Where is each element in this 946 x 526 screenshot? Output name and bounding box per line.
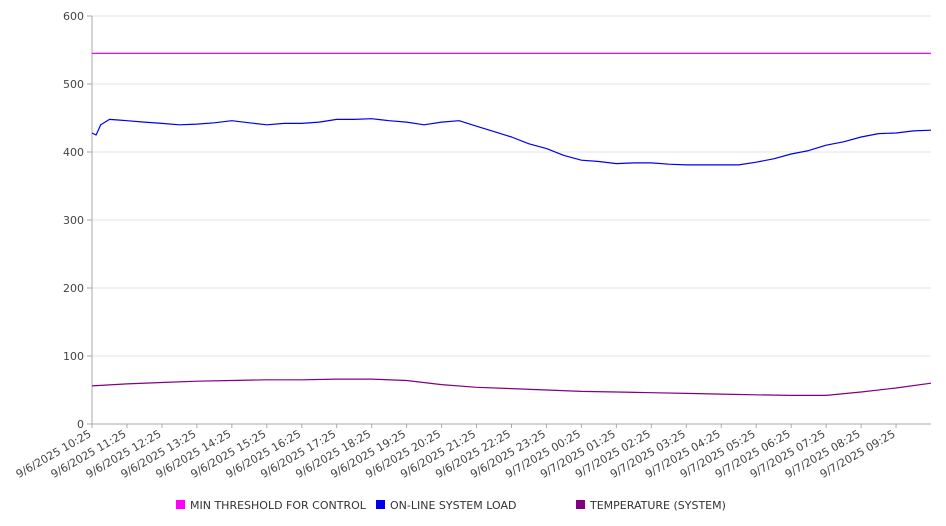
y-tick-label: 300 bbox=[63, 214, 84, 227]
y-tick-label: 400 bbox=[63, 146, 84, 159]
y-tick-label: 500 bbox=[63, 78, 84, 91]
y-axis-tick-labels: 0 100 200 300 400 500 600 bbox=[63, 10, 84, 431]
legend-label: ON-LINE SYSTEM LOAD bbox=[390, 499, 516, 512]
series-line bbox=[91, 378, 932, 396]
y-tick-label: 600 bbox=[63, 10, 84, 23]
x-axis-tick-labels: 9/6/2025 10:259/6/2025 11:259/6/2025 12:… bbox=[14, 427, 898, 481]
legend-swatch bbox=[376, 500, 385, 509]
y-tick-label: 200 bbox=[63, 282, 84, 295]
legend-label: TEMPERATURE (SYSTEM) bbox=[589, 499, 726, 512]
legend-swatch bbox=[176, 500, 185, 509]
y-tick-label: 0 bbox=[77, 418, 84, 431]
legend-label: MIN THRESHOLD FOR CONTROL bbox=[190, 499, 367, 512]
legend: MIN THRESHOLD FOR CONTROL ON-LINE SYSTEM … bbox=[176, 499, 726, 512]
y-tick-label: 100 bbox=[63, 350, 84, 363]
axes bbox=[87, 15, 931, 428]
series-lines bbox=[91, 52, 932, 396]
gridlines bbox=[92, 15, 931, 357]
series-line bbox=[91, 118, 932, 166]
legend-swatch bbox=[576, 500, 585, 509]
